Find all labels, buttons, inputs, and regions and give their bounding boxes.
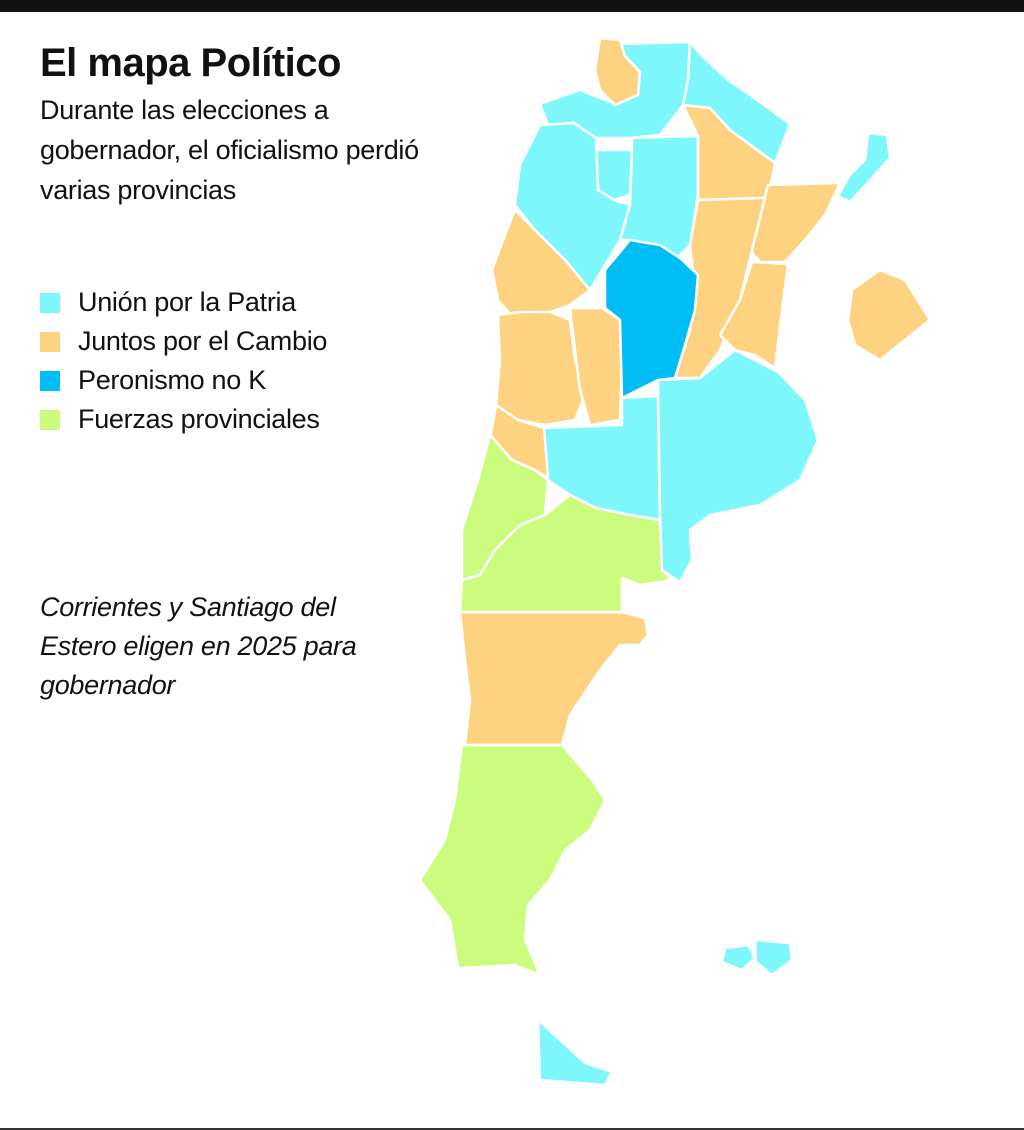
legend-item-fuerzas-provinciales: Fuerzas provinciales xyxy=(40,400,327,439)
legend-label: Peronismo no K xyxy=(78,365,266,395)
province-chaco xyxy=(681,103,777,202)
province-chubut xyxy=(418,743,607,977)
province-santa-cruz xyxy=(458,610,650,747)
legend-label: Fuerzas provinciales xyxy=(78,404,320,434)
legend-swatch xyxy=(40,331,60,352)
province-buenos-aires xyxy=(656,348,820,584)
province-misiones xyxy=(836,131,892,204)
malvinas-west-island xyxy=(720,943,757,972)
legend-item-juntos-por-el-cambio: Juntos por el Cambio xyxy=(40,322,327,361)
top-bar xyxy=(0,0,1024,12)
page-subtitle: Durante las elecciones a gobernador, el … xyxy=(40,95,419,205)
province-tierra-del-fuego xyxy=(536,1018,614,1087)
bottom-rule xyxy=(0,1128,1024,1130)
legend-swatch xyxy=(40,409,60,430)
legend-swatch xyxy=(40,370,60,391)
malvinas-east-island xyxy=(753,938,794,977)
province-rio-negro xyxy=(458,493,674,614)
province-salta-north xyxy=(593,36,642,107)
page-title: El mapa Político xyxy=(40,41,341,85)
legend-item-peronismo-no-k: Peronismo no K xyxy=(40,361,327,400)
province-cordoba xyxy=(603,238,700,400)
province-catamarca xyxy=(513,121,632,292)
map-legend: Unión por la Patria Juntos por el Cambio… xyxy=(40,283,327,439)
legend-label: Juntos por el Cambio xyxy=(78,326,328,356)
uruguay xyxy=(846,268,932,362)
province-entre-rios xyxy=(718,260,790,370)
province-san-juan xyxy=(494,310,587,427)
legend-label: Unión por la Patria xyxy=(78,287,296,317)
footnote: Corrientes y Santiago del Estero eligen … xyxy=(40,592,357,700)
legend-swatch xyxy=(40,292,60,313)
legend-item-union-por-la-patria: Unión por la Patria xyxy=(40,283,327,322)
